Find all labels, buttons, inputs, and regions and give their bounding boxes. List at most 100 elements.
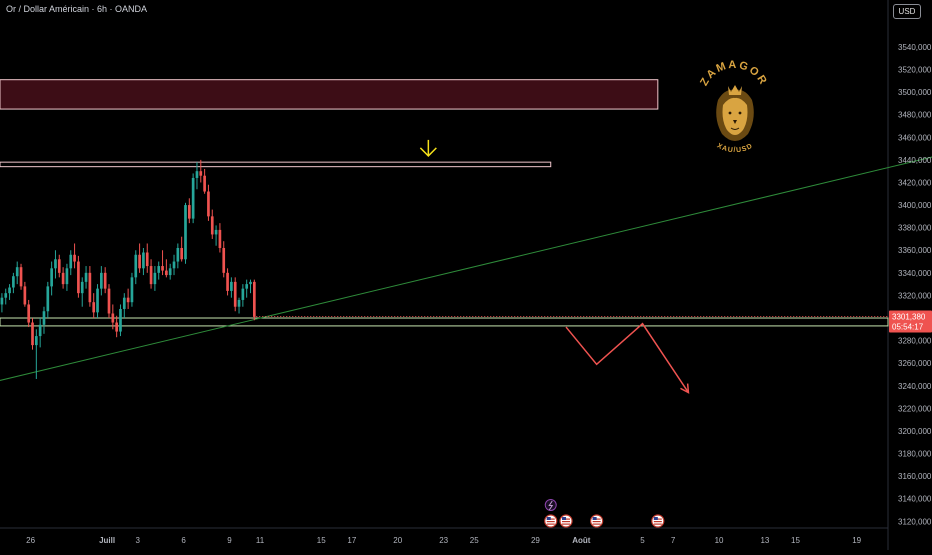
- date-tick-label: 17: [347, 536, 356, 545]
- candle: [0, 293, 4, 313]
- candle-body: [8, 287, 11, 294]
- resistance-zone[interactable]: [0, 79, 659, 110]
- candle: [168, 263, 172, 280]
- candle-body: [210, 216, 214, 235]
- candle: [15, 261, 19, 285]
- candle-body: [103, 272, 107, 289]
- date-tick-label: 15: [791, 536, 800, 545]
- candle-body: [222, 247, 226, 273]
- price-tick-label: 3220,000: [898, 404, 932, 413]
- candle-body: [176, 247, 180, 262]
- candle: [31, 318, 34, 350]
- candle: [153, 266, 157, 291]
- us-flag-event-icon[interactable]: [544, 514, 558, 528]
- candle-body: [237, 299, 241, 307]
- candle-body: [100, 272, 103, 289]
- candle: [230, 277, 233, 298]
- candle-body: [119, 308, 122, 332]
- bearish-projection-path[interactable]: [565, 322, 690, 393]
- candle: [222, 241, 226, 278]
- candle-body: [233, 281, 237, 307]
- candle-body: [241, 288, 245, 300]
- candle: [199, 159, 203, 183]
- us-flag-event-icon[interactable]: [590, 514, 604, 528]
- candle-body: [15, 267, 19, 277]
- candle-body: [73, 254, 76, 262]
- price-tick-label: 3520,000: [898, 66, 932, 75]
- candle: [92, 293, 96, 319]
- candle-body: [130, 277, 134, 303]
- candle: [210, 209, 214, 239]
- candle: [130, 272, 134, 307]
- current-price-text: 3301,380: [892, 312, 926, 321]
- ascending-trendline[interactable]: [0, 153, 932, 406]
- candle: [61, 267, 65, 289]
- candle: [54, 250, 57, 279]
- candle-body: [92, 302, 96, 313]
- candle-body: [203, 175, 206, 192]
- candle: [23, 281, 27, 307]
- date-tick-label: 3: [135, 536, 140, 545]
- candle-body: [126, 297, 130, 303]
- date-tick-label: Août: [572, 536, 591, 545]
- candle: [4, 288, 8, 305]
- date-tick-label: 25: [470, 536, 479, 545]
- symbol-title[interactable]: Or / Dollar Américain · 6h · OANDA: [6, 4, 148, 14]
- candle-body: [19, 267, 23, 287]
- date-tick-label: 19: [852, 536, 861, 545]
- candle-body: [0, 297, 4, 305]
- candle-body: [80, 281, 84, 294]
- candle: [134, 250, 138, 285]
- candle: [107, 284, 111, 319]
- candle: [27, 299, 31, 328]
- candle: [226, 268, 229, 296]
- candle-body: [245, 284, 249, 289]
- candle-body: [207, 191, 210, 217]
- candle-body: [153, 272, 157, 285]
- date-tick-label: Juill: [99, 536, 115, 545]
- candle: [119, 304, 122, 337]
- date-tick-label: 26: [26, 536, 35, 545]
- date-tick-label: 6: [181, 536, 186, 545]
- support-band[interactable]: [0, 317, 889, 327]
- resistance-line[interactable]: [0, 161, 552, 168]
- us-flag-event-icon[interactable]: [651, 514, 665, 528]
- price-tick-label: 3180,000: [898, 450, 932, 459]
- logo-bottom-text: XAU/USD: [716, 143, 755, 155]
- candle: [42, 306, 46, 334]
- candle: [19, 263, 23, 290]
- candle: [38, 318, 42, 348]
- candle: [122, 293, 126, 319]
- candle: [187, 198, 191, 224]
- candle-body: [249, 281, 252, 285]
- candle-body: [195, 171, 199, 178]
- candle-body: [122, 297, 126, 309]
- lightning-event-icon[interactable]: [544, 499, 557, 511]
- candle: [111, 304, 115, 330]
- candle-body: [168, 268, 172, 276]
- candle: [145, 243, 149, 273]
- candle-body: [252, 281, 256, 317]
- us-flag-event-icon[interactable]: [559, 514, 573, 528]
- candle: [46, 281, 50, 319]
- date-tick-label: 29: [531, 536, 540, 545]
- countdown-text: 05:54:17: [892, 322, 924, 331]
- candle: [103, 267, 107, 294]
- down-arrow-marker-icon[interactable]: [419, 139, 437, 157]
- candle: [8, 284, 11, 300]
- candle: [57, 254, 61, 278]
- price-tick-label: 3140,000: [898, 495, 932, 504]
- candle: [172, 254, 176, 276]
- currency-button[interactable]: USD: [893, 4, 921, 19]
- candle-body: [23, 286, 27, 305]
- date-tick-label: 11: [256, 536, 265, 545]
- candle: [184, 202, 187, 264]
- candle-body: [165, 270, 168, 276]
- candle-body: [88, 272, 92, 303]
- candle-body: [54, 259, 57, 269]
- price-tick-label: 3440,000: [898, 156, 932, 165]
- price-tick-label: 3540,000: [898, 43, 932, 52]
- candle: [245, 279, 249, 298]
